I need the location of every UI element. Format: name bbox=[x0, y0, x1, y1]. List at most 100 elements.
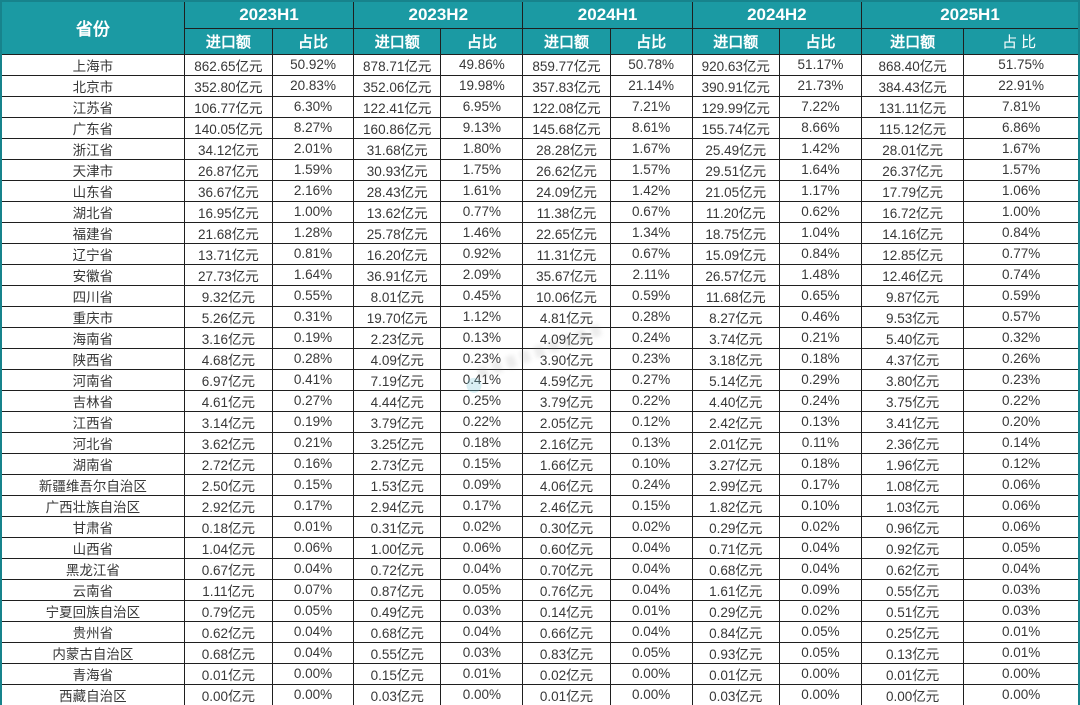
share-cell: 0.21% bbox=[778, 326, 863, 349]
header-amount: 进口额 bbox=[522, 27, 611, 55]
table-row: 山西省 1.04亿元 0.06% 1.00亿元 0.06% 0.60亿元 0.04% 0.71… bbox=[0, 536, 1080, 559]
share-cell: 49.86% bbox=[440, 53, 524, 76]
share-cell: 0.06% bbox=[963, 494, 1080, 517]
amount-cell: 11.31亿元 bbox=[522, 242, 611, 265]
share-cell: 0.27% bbox=[609, 368, 693, 391]
share-cell: 0.17% bbox=[440, 494, 524, 517]
amount-cell: 1.08亿元 bbox=[861, 473, 965, 496]
table-row: 青海省 0.01亿元 0.00% 0.15亿元 0.01% 0.02亿元 0.00% 0.01… bbox=[0, 662, 1080, 685]
province-cell: 天津市 bbox=[0, 158, 185, 181]
amount-cell: 3.79亿元 bbox=[353, 410, 442, 433]
share-cell: 0.04% bbox=[271, 557, 355, 580]
amount-cell: 16.95亿元 bbox=[183, 200, 273, 223]
share-cell: 0.01% bbox=[271, 515, 355, 538]
amount-cell: 11.20亿元 bbox=[691, 200, 780, 223]
share-cell: 0.09% bbox=[778, 578, 863, 601]
table-row: 上海市 862.65亿元 50.92% 878.71亿元 49.86% 859.77亿元 5… bbox=[0, 53, 1080, 76]
header-period-2025h1: 2025H1 bbox=[861, 0, 1080, 29]
share-cell: 2.09% bbox=[440, 263, 524, 286]
amount-cell: 14.16亿元 bbox=[861, 221, 965, 244]
amount-cell: 4.68亿元 bbox=[183, 347, 273, 370]
share-cell: 0.02% bbox=[440, 515, 524, 538]
table-row: 陕西省 4.68亿元 0.28% 4.09亿元 0.23% 3.90亿元 0.23% 3.18… bbox=[0, 347, 1080, 370]
share-cell: 0.84% bbox=[778, 242, 863, 265]
share-cell: 0.04% bbox=[609, 620, 693, 643]
amount-cell: 5.26亿元 bbox=[183, 305, 273, 328]
share-cell: 0.81% bbox=[271, 242, 355, 265]
share-cell: 0.24% bbox=[609, 473, 693, 496]
share-cell: 7.81% bbox=[963, 95, 1080, 118]
amount-cell: 4.44亿元 bbox=[353, 389, 442, 412]
province-cell: 重庆市 bbox=[0, 305, 185, 328]
share-cell: 0.14% bbox=[963, 431, 1080, 454]
amount-cell: 2.05亿元 bbox=[522, 410, 611, 433]
amount-cell: 0.72亿元 bbox=[353, 557, 442, 580]
share-cell: 0.03% bbox=[440, 599, 524, 622]
amount-cell: 862.65亿元 bbox=[183, 53, 273, 76]
amount-cell: 2.16亿元 bbox=[522, 431, 611, 454]
share-cell: 0.00% bbox=[609, 683, 693, 705]
share-cell: 0.16% bbox=[271, 452, 355, 475]
amount-cell: 12.85亿元 bbox=[861, 242, 965, 265]
share-cell: 51.17% bbox=[778, 53, 863, 76]
header-amount: 进口额 bbox=[353, 27, 442, 55]
amount-cell: 2.99亿元 bbox=[691, 473, 780, 496]
share-cell: 0.15% bbox=[271, 473, 355, 496]
amount-cell: 0.67亿元 bbox=[183, 557, 273, 580]
share-cell: 0.15% bbox=[440, 452, 524, 475]
table-row: 浙江省 34.12亿元 2.01% 31.68亿元 1.80% 28.28亿元 1.67% 2… bbox=[0, 137, 1080, 160]
amount-cell: 1.03亿元 bbox=[861, 494, 965, 517]
share-cell: 51.75% bbox=[963, 53, 1080, 76]
amount-cell: 0.49亿元 bbox=[353, 599, 442, 622]
amount-cell: 2.72亿元 bbox=[183, 452, 273, 475]
share-cell: 6.86% bbox=[963, 116, 1080, 139]
amount-cell: 28.43亿元 bbox=[353, 179, 442, 202]
share-cell: 0.12% bbox=[609, 410, 693, 433]
province-cell: 安徽省 bbox=[0, 263, 185, 286]
header-province: 省份 bbox=[0, 0, 185, 55]
table-row: 湖北省 16.95亿元 1.00% 13.62亿元 0.77% 11.38亿元 0.67% 1… bbox=[0, 200, 1080, 223]
share-cell: 0.74% bbox=[963, 263, 1080, 286]
amount-cell: 4.09亿元 bbox=[353, 347, 442, 370]
amount-cell: 2.94亿元 bbox=[353, 494, 442, 517]
share-cell: 0.00% bbox=[271, 662, 355, 685]
share-cell: 0.24% bbox=[778, 389, 863, 412]
share-cell: 0.77% bbox=[963, 242, 1080, 265]
share-cell: 0.62% bbox=[778, 200, 863, 223]
share-cell: 8.66% bbox=[778, 116, 863, 139]
amount-cell: 3.18亿元 bbox=[691, 347, 780, 370]
amount-cell: 28.01亿元 bbox=[861, 137, 965, 160]
amount-cell: 3.62亿元 bbox=[183, 431, 273, 454]
amount-cell: 131.11亿元 bbox=[861, 95, 965, 118]
share-cell: 0.05% bbox=[778, 620, 863, 643]
amount-cell: 106.77亿元 bbox=[183, 95, 273, 118]
share-cell: 1.64% bbox=[778, 158, 863, 181]
province-cell: 内蒙古自治区 bbox=[0, 641, 185, 664]
amount-cell: 1.11亿元 bbox=[183, 578, 273, 601]
amount-cell: 9.87亿元 bbox=[861, 284, 965, 307]
amount-cell: 0.00亿元 bbox=[183, 683, 273, 705]
amount-cell: 0.66亿元 bbox=[522, 620, 611, 643]
share-cell: 0.05% bbox=[440, 578, 524, 601]
amount-cell: 3.27亿元 bbox=[691, 452, 780, 475]
share-cell: 0.41% bbox=[271, 368, 355, 391]
header-share: 占比 bbox=[963, 27, 1080, 55]
amount-cell: 3.41亿元 bbox=[861, 410, 965, 433]
amount-cell: 9.32亿元 bbox=[183, 284, 273, 307]
share-cell: 0.20% bbox=[963, 410, 1080, 433]
share-cell: 0.24% bbox=[609, 326, 693, 349]
share-cell: 0.22% bbox=[440, 410, 524, 433]
amount-cell: 25.49亿元 bbox=[691, 137, 780, 160]
amount-cell: 122.41亿元 bbox=[353, 95, 442, 118]
amount-cell: 2.92亿元 bbox=[183, 494, 273, 517]
share-cell: 0.03% bbox=[963, 578, 1080, 601]
share-cell: 1.28% bbox=[271, 221, 355, 244]
share-cell: 0.59% bbox=[609, 284, 693, 307]
amount-cell: 4.40亿元 bbox=[691, 389, 780, 412]
amount-cell: 12.46亿元 bbox=[861, 263, 965, 286]
amount-cell: 0.55亿元 bbox=[861, 578, 965, 601]
amount-cell: 4.37亿元 bbox=[861, 347, 965, 370]
share-cell: 0.32% bbox=[963, 326, 1080, 349]
amount-cell: 3.25亿元 bbox=[353, 431, 442, 454]
amount-cell: 0.79亿元 bbox=[183, 599, 273, 622]
